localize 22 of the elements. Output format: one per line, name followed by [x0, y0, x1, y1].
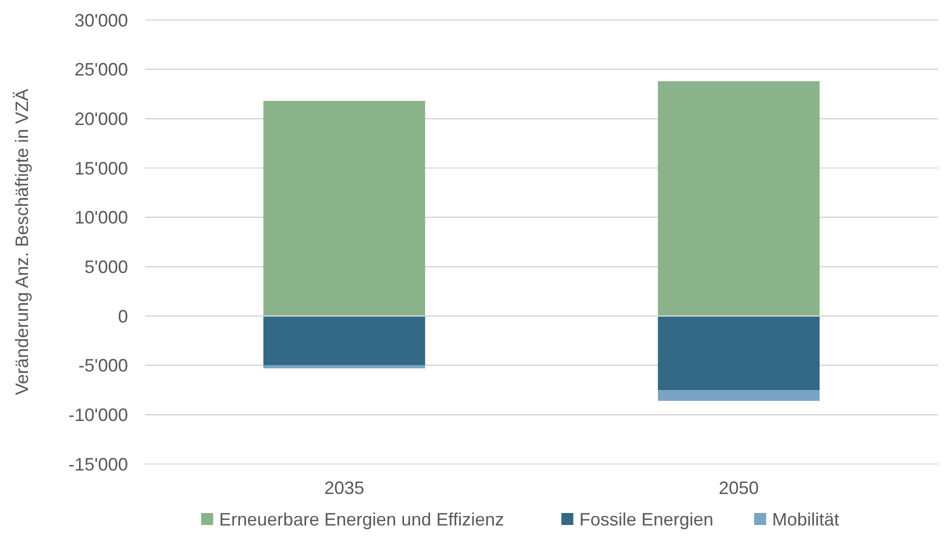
bar: [658, 316, 820, 390]
y-tick-label: -5'000: [78, 356, 128, 376]
bar: [263, 100, 426, 316]
bar: [658, 81, 820, 316]
x-tick-label: 2035: [324, 478, 364, 498]
y-tick-label: 5'000: [84, 256, 128, 277]
y-tick-label: 0: [118, 306, 128, 326]
y-tick-label: 20'000: [74, 108, 128, 129]
bar: [263, 316, 426, 366]
legend-label: Fossile Energien: [579, 509, 714, 530]
y-tick-label: 10'000: [74, 208, 128, 228]
legend-label: Mobilität: [772, 509, 840, 530]
bar: [263, 365, 426, 368]
bar: [658, 390, 820, 401]
y-tick-label: -10'000: [68, 404, 128, 425]
legend-label: Erneuerbare Energien und Effizienz: [219, 509, 504, 530]
x-tick-label: 2050: [718, 478, 759, 498]
y-tick-label: 25'000: [74, 60, 128, 80]
y-tick-label: -15'000: [68, 454, 128, 474]
y-tick-label: 30'000: [74, 10, 128, 30]
y-tick-label: 15'000: [74, 158, 128, 178]
y-axis-title: Veränderung Anz. Beschäftigte in VZÄ: [12, 88, 32, 396]
